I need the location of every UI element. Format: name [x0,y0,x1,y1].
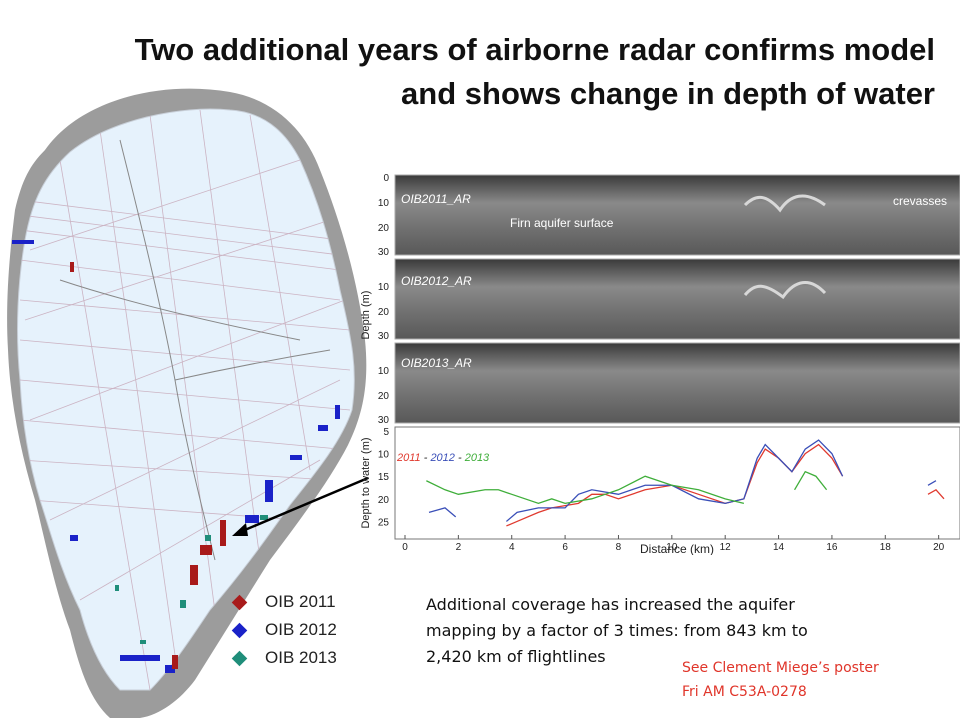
legend-2012: 2012 [429,452,454,464]
series-line-2013 [426,475,745,505]
poster-note: See Clement Miege’s poster Fri AM C53A-0… [682,656,879,704]
x-tick-label: 6 [562,542,568,553]
location-arrow-head [232,523,248,536]
depth-tick: 20 [378,223,390,234]
radar-depth-ticks: 0 10 20 30 10 20 30 10 20 30 [378,173,390,426]
oib-track-markers [12,240,340,673]
firn-aquifer-annotation: Firn aquifer surface [510,216,614,230]
legend-separator: - [421,452,431,464]
y-tick-label: 10 [378,450,390,461]
coverage-line: Additional coverage has increased the aq… [426,595,795,614]
traverse-lines [59,139,331,561]
radar-panel-2013: OIB2013_AR [394,342,960,424]
radar-depth-axis-label: Depth (m) [360,291,372,340]
poster-note-line: Fri AM C53A-0278 [682,684,807,700]
y-tick-label: 25 [378,517,390,528]
slide-title: Two additional years of airborne radar c… [15,28,935,116]
depth-tick: 10 [378,198,390,209]
legend-2013: 2013 [464,452,490,464]
legend-2011: 2011 [396,452,421,464]
depth-tick: 30 [378,415,390,426]
coverage-line: mapping by a factor of 3 times: from 843… [426,621,808,640]
legend-diamond-icon [231,650,248,666]
chart-legend: 2011 - 2012 - 2013 [396,452,490,464]
depth-tick: 20 [378,391,390,402]
depth-chart: 0 2 4 6 8 10 12 14 16 18 20 5 10 15 20 25 Depth to wate… [360,426,960,555]
legend-diamond-icon [231,622,248,638]
series-line-2011 [506,443,844,527]
y-tick-label: 5 [383,427,389,438]
depth-tick: 0 [383,173,389,184]
series-line-2012 [927,480,937,486]
location-arrow [239,476,369,534]
series-line-2012 [428,507,457,518]
slide-title-line2: and shows change in depth of water [401,76,935,111]
chart-frame [394,426,960,540]
map-legend-item-2013: OIB 2013 [230,644,337,672]
greenland-map [7,88,369,719]
x-tick-label: 8 [616,542,622,553]
map-legend: OIB 2011 OIB 2012 OIB 2013 [230,588,337,672]
map-legend-label: OIB 2013 [265,648,337,667]
radar-panel-2012: OIB2012_AR [394,258,960,340]
radar-figure: OIB2011_AR Firn aquifer surface crevasse… [360,173,960,555]
series-line-2011 [927,488,945,500]
x-tick-label: 4 [509,542,515,553]
radar-panel-label-2011: OIB2011_AR [401,192,471,206]
coverage-description: Additional coverage has increased the aq… [426,592,926,670]
legend-separator: - [455,452,465,464]
flightlines [19,109,351,690]
series-line-2013 [794,470,828,491]
radar-panel-label-2013: OIB2013_AR [401,356,472,370]
x-tick-label: 2 [456,542,462,553]
chart-ylabel: Depth to water (m) [360,437,372,528]
map-legend-item-2012: OIB 2012 [230,616,337,644]
x-tick-label: 18 [880,542,892,553]
coverage-line: 2,420 km of flightlines [426,647,606,666]
x-tick-label: 16 [826,542,838,553]
legend-diamond-icon [231,594,248,610]
series-line-2012 [505,439,844,522]
x-tick-label: 14 [773,542,785,553]
x-tick-label: 12 [720,542,732,553]
crevasses-annotation: crevasses [893,194,947,208]
depth-tick: 30 [378,247,390,258]
chart-xlabel: Distance (km) [640,542,714,555]
y-tick-label: 15 [378,472,390,483]
slide-title-line1: Two additional years of airborne radar c… [134,32,935,67]
depth-tick: 10 [378,282,390,293]
radar-panel-label-2012: OIB2012_AR [401,274,472,288]
y-tick-label: 20 [378,495,390,506]
x-tick-label: 0 [402,542,408,553]
map-legend-item-2011: OIB 2011 [230,588,337,616]
map-legend-label: OIB 2011 [265,592,336,611]
x-tick-label: 20 [933,542,945,553]
depth-tick: 20 [378,307,390,318]
x-tick-label: 10 [666,542,678,553]
depth-tick: 10 [378,366,390,377]
poster-note-line: See Clement Miege’s poster [682,660,879,676]
depth-tick: 30 [378,331,390,342]
radar-panel-2011: OIB2011_AR Firn aquifer surface crevasse… [394,174,960,256]
map-legend-label: OIB 2012 [265,620,337,639]
